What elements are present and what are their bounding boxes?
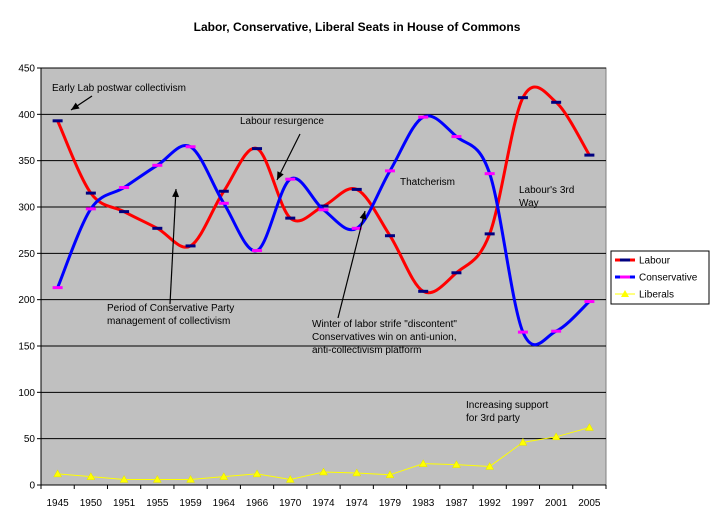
annotation-text: Increasing support [466, 400, 548, 411]
annotation-text: Winter of labor strife "discontent" [312, 319, 457, 330]
liberals-point [285, 474, 295, 483]
x-tick-label: 1974 [346, 498, 369, 509]
liberals-point [584, 423, 594, 431]
x-tick-label: 1945 [46, 498, 69, 509]
annotation-text: Way [519, 198, 539, 209]
liberals-point [186, 474, 195, 483]
liberals-point [53, 469, 63, 478]
x-tick-label: 1950 [80, 498, 103, 509]
annotation-text: Conservatives win on anti-union, [312, 332, 457, 343]
liberals-point [385, 470, 395, 479]
y-tick-label: 100 [18, 388, 35, 399]
x-tick-label: 1983 [412, 498, 435, 509]
annotation-text: Labour resurgence [240, 116, 324, 127]
annotation-arrowhead [71, 102, 80, 110]
liberals-point [219, 472, 229, 480]
legend-labour-label: Labour [639, 256, 671, 267]
liberals-point [252, 469, 262, 478]
annotation-text: for 3rd party [466, 413, 520, 424]
y-tick-label: 250 [18, 249, 35, 260]
annotation-arrow [276, 133, 301, 181]
annotation-text: Labour's 3rd [519, 185, 574, 196]
x-tick-label: 1987 [445, 498, 468, 509]
annotation-arrowhead [172, 189, 180, 198]
liberals-point [418, 459, 428, 467]
y-tick-label: 0 [29, 481, 35, 492]
liberals-point [452, 460, 461, 468]
x-tick-label: 1979 [379, 498, 402, 509]
annotation-arrow [337, 210, 366, 319]
x-tick-label: 1992 [479, 498, 502, 509]
x-tick-label: 2001 [545, 498, 568, 509]
liberals-point [152, 474, 162, 483]
legend: Labour Conservative Liberals [610, 250, 710, 305]
annotation-text: Period of Conservative Party [107, 303, 234, 314]
x-tick-label: 1959 [179, 498, 202, 509]
legend-conservative-label: Conservative [639, 273, 698, 284]
x-tick-label: 1997 [512, 498, 535, 509]
x-tick-label: 1964 [213, 498, 236, 509]
y-tick-label: 400 [18, 110, 35, 121]
annotation-text: anti-collectivism platform [312, 345, 421, 356]
y-tick-label: 50 [24, 434, 36, 445]
x-tick-label: 1955 [146, 498, 169, 509]
y-tick-label: 300 [18, 203, 35, 214]
y-tick-label: 450 [18, 64, 35, 75]
y-tick-label: 200 [18, 295, 35, 306]
annotation-arrowhead [359, 211, 367, 220]
x-tick-label: 2005 [578, 498, 601, 509]
annotations: Early Lab postwar collectivism Labour res… [52, 83, 574, 424]
axes: 0 50 100 150 200 250 300 350 400 450 1945 1950 1951 1… [18, 64, 607, 509]
series-layer [52, 85, 595, 483]
plot-area [40, 67, 607, 486]
chart-title: Labor, Conservative, Liberal Seats in Ho… [194, 20, 521, 34]
y-tick-label: 350 [18, 156, 35, 167]
annotation-arrow [169, 188, 177, 305]
x-tick-label: 1951 [113, 498, 136, 509]
annotation-text: management of collectivism [107, 316, 230, 327]
annotation-text: Thatcherism [400, 177, 455, 188]
liberals-point [485, 461, 495, 470]
annotation-text: Early Lab postwar collectivism [52, 83, 186, 94]
x-tick-label: 1966 [246, 498, 269, 509]
annotation-arrowhead [277, 171, 284, 180]
y-tick-label: 150 [18, 342, 35, 353]
liberals-point [319, 467, 328, 476]
liberals-point [551, 432, 561, 441]
x-tick-label: 1970 [279, 498, 302, 509]
legend-liberals-marker [621, 290, 629, 297]
liberals-point [119, 474, 129, 483]
liberals-point [518, 437, 528, 446]
x-tick-label: 1974 [312, 498, 335, 509]
liberals-point [86, 472, 96, 480]
liberals-point [352, 468, 362, 477]
legend-liberals-label: Liberals [639, 290, 674, 301]
